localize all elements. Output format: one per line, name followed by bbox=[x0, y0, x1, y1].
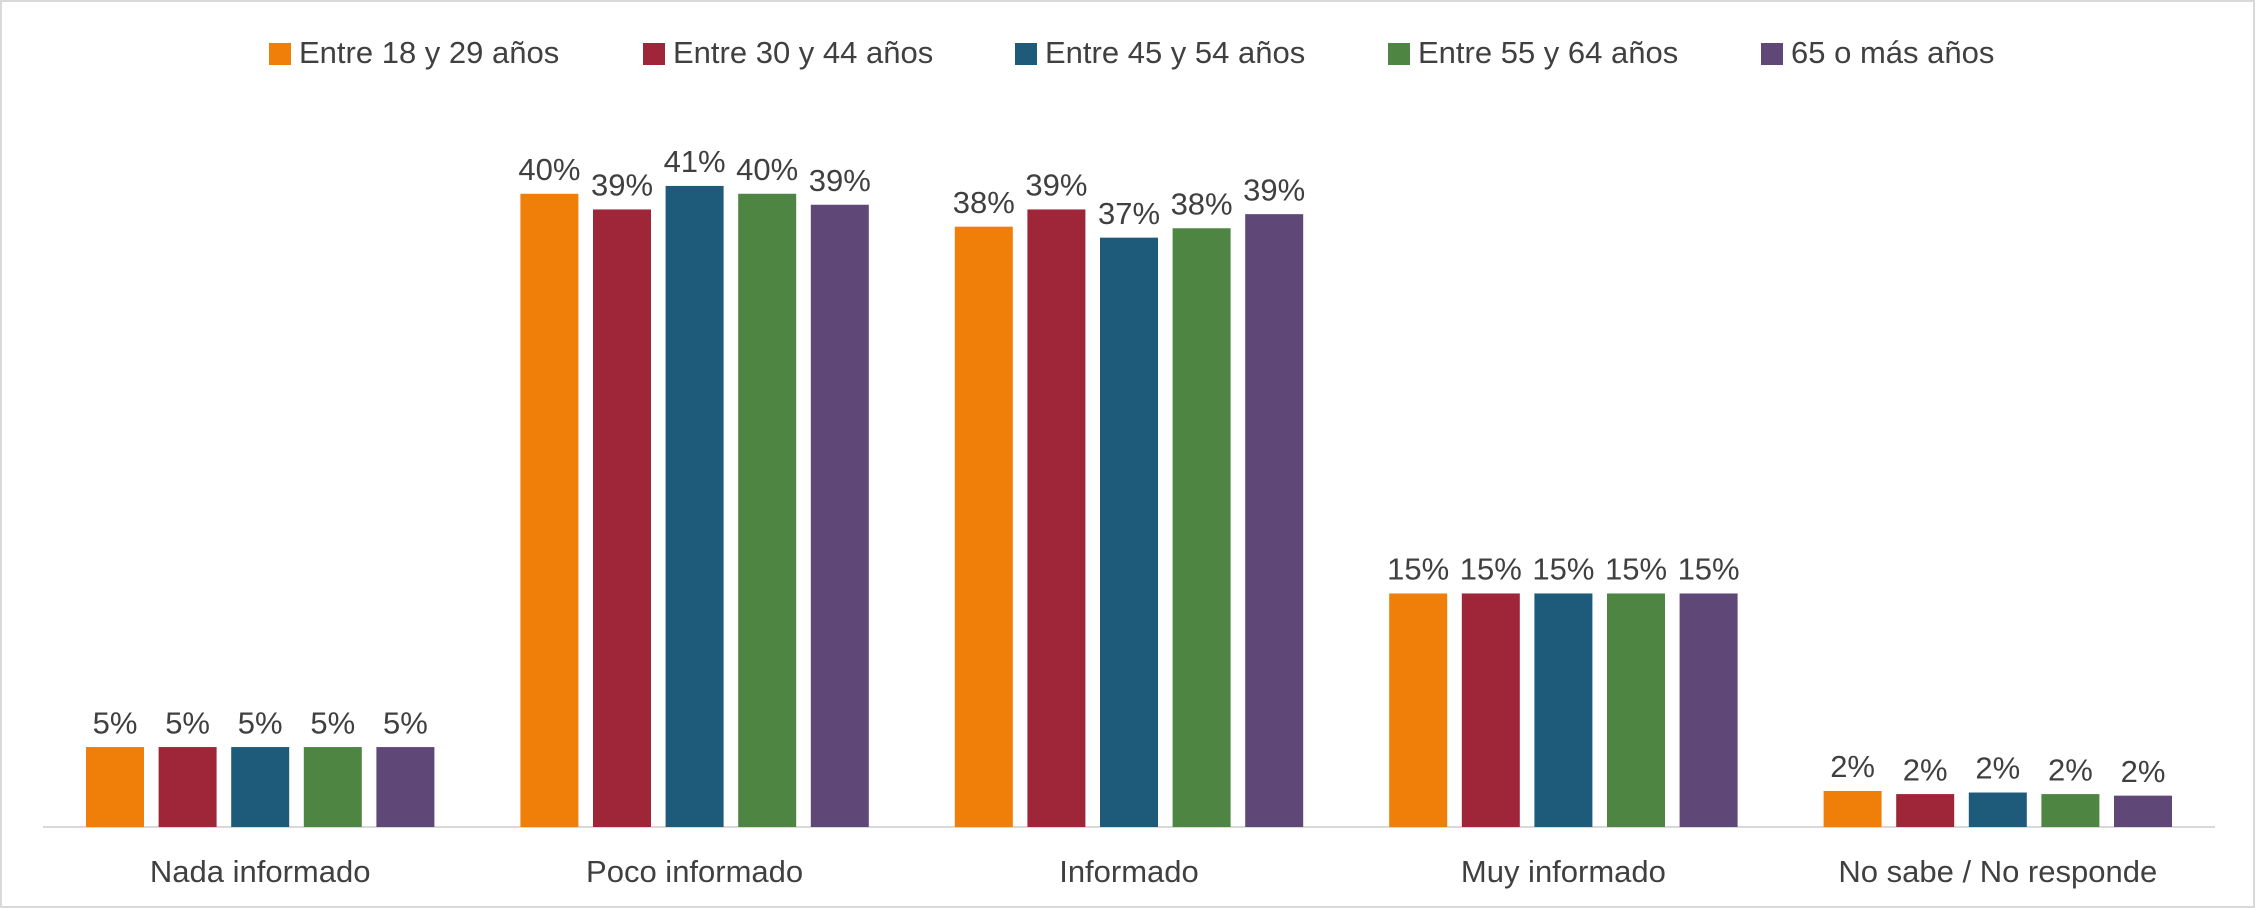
data-label: 39% bbox=[591, 168, 653, 203]
legend-swatch bbox=[643, 43, 665, 65]
bar bbox=[593, 209, 651, 828]
legend-swatch bbox=[1388, 43, 1410, 65]
data-label: 2% bbox=[2121, 754, 2166, 789]
bar bbox=[738, 193, 797, 827]
data-label: 5% bbox=[310, 705, 355, 740]
data-label: 2% bbox=[1830, 749, 1875, 784]
bar bbox=[86, 747, 144, 827]
data-label: 40% bbox=[518, 152, 580, 187]
data-label: 5% bbox=[93, 705, 138, 740]
bar bbox=[1172, 228, 1231, 827]
bar bbox=[2114, 795, 2172, 827]
bar bbox=[520, 193, 579, 827]
bar bbox=[1461, 593, 1520, 827]
bar bbox=[1389, 593, 1448, 827]
legend-label: Entre 30 y 44 años bbox=[673, 35, 933, 70]
data-label: 5% bbox=[165, 705, 210, 740]
x-tick-label: No sabe / No responde bbox=[1838, 854, 2157, 889]
bar bbox=[376, 747, 435, 827]
bar bbox=[1968, 792, 2027, 827]
data-label: 15% bbox=[1387, 552, 1449, 587]
legend-label: Entre 45 y 54 años bbox=[1045, 35, 1305, 70]
legend-label: Entre 55 y 64 años bbox=[1418, 35, 1678, 70]
data-label: 5% bbox=[238, 705, 283, 740]
data-label: 2% bbox=[1975, 751, 2020, 786]
bar bbox=[1534, 593, 1593, 827]
bar bbox=[158, 747, 217, 827]
bar bbox=[1027, 209, 1086, 828]
data-label: 39% bbox=[809, 163, 871, 198]
bar bbox=[1896, 794, 1955, 827]
data-label: 40% bbox=[736, 152, 798, 187]
bar bbox=[1245, 214, 1304, 827]
data-label: 15% bbox=[1532, 552, 1594, 587]
legend-swatch bbox=[1761, 43, 1783, 65]
bar bbox=[1100, 237, 1158, 827]
legend-label: Entre 18 y 29 años bbox=[299, 35, 559, 70]
data-label: 15% bbox=[1460, 552, 1522, 587]
x-tick-label: Informado bbox=[1059, 854, 1199, 889]
x-tick-label: Poco informado bbox=[586, 854, 803, 889]
legend-label: 65 o más años bbox=[1791, 35, 1994, 70]
x-tick-label: Muy informado bbox=[1461, 854, 1666, 889]
bar bbox=[303, 747, 362, 827]
bar bbox=[1823, 790, 1882, 827]
x-tick-label: Nada informado bbox=[150, 854, 371, 889]
data-label: 39% bbox=[1025, 168, 1087, 203]
data-label: 39% bbox=[1243, 172, 1305, 207]
legend-swatch bbox=[269, 43, 291, 65]
data-label: 38% bbox=[953, 185, 1015, 220]
bar bbox=[665, 185, 724, 827]
data-label: 37% bbox=[1098, 196, 1160, 231]
data-label: 2% bbox=[1903, 752, 1948, 787]
legend-swatch bbox=[1015, 43, 1037, 65]
bar bbox=[231, 747, 290, 827]
data-label: 41% bbox=[664, 144, 726, 179]
data-label: 38% bbox=[1171, 186, 1233, 221]
data-label: 2% bbox=[2048, 752, 2093, 787]
bar bbox=[810, 204, 869, 827]
data-label: 15% bbox=[1605, 552, 1667, 587]
data-label: 5% bbox=[383, 705, 428, 740]
bar bbox=[1679, 593, 1738, 827]
bar bbox=[954, 226, 1013, 827]
bar bbox=[2041, 794, 2100, 827]
bar bbox=[1607, 593, 1665, 827]
data-label: 15% bbox=[1678, 552, 1740, 587]
